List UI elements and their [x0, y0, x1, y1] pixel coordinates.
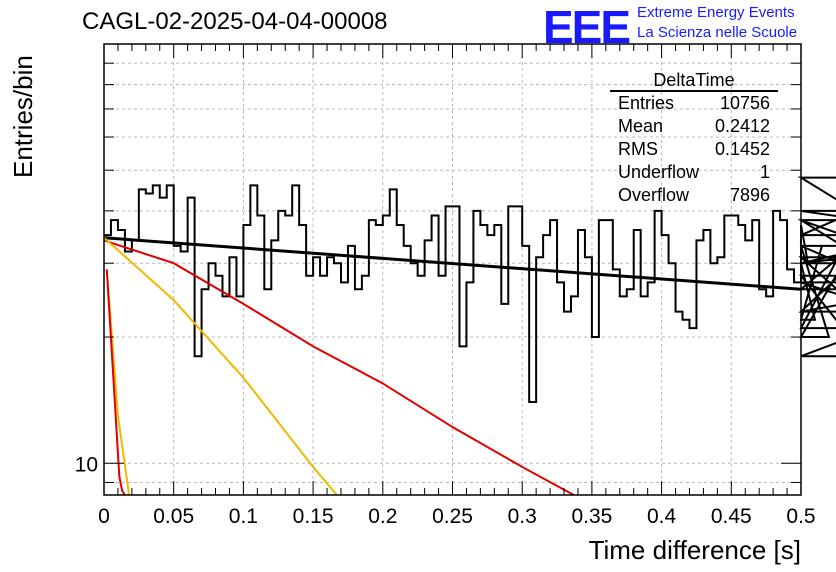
grid: [104, 44, 801, 495]
x-tick-label: 0.5: [786, 505, 815, 528]
x-tick-label: 0.1: [229, 505, 258, 528]
x-axis-label: Time difference [s]: [589, 535, 801, 565]
fit-curve-flat: [103, 236, 802, 291]
eee-logo: EEE: [543, 1, 631, 53]
x-tick-label: 0.4: [647, 505, 677, 528]
logo-line-1: Extreme Energy Events: [637, 4, 795, 21]
x-tick-label: 0.35: [571, 505, 612, 528]
chart-title: CAGL-02-2025-04-04-00008: [82, 8, 388, 35]
fit-curves: [103, 236, 802, 496]
stats-value: 10756: [719, 93, 770, 113]
y-axis-label: Entries/bin: [8, 55, 38, 178]
stats-label: Entries: [618, 93, 675, 113]
x-tick-labels: 0 0.05 0.1 0.15 0.2 0.25 0.3 0.35 0.4 0.45 0.5: [98, 505, 815, 528]
stats-title: DeltaTime: [610, 70, 778, 92]
x-tick-label: 0.3: [508, 505, 537, 528]
stats-value: 0.2412: [714, 116, 770, 136]
stats-box: DeltaTime Entries 10756 Mean 0.2412 RMS …: [610, 70, 778, 207]
x-tick-label: 0: [98, 505, 110, 528]
stats-label: Underflow: [618, 162, 700, 182]
logo-line-2: La Scienza nelle Scuole: [637, 24, 798, 41]
axis-ticks: [103, 43, 802, 495]
x-tick-label: 0.2: [368, 505, 397, 528]
stats-row-rms: RMS 0.1452: [610, 138, 778, 161]
fit-curve-exp: [103, 239, 575, 496]
stats-row-overflow: Overflow 7896: [610, 184, 778, 207]
stats-row-entries: Entries 10756: [610, 92, 778, 115]
x-tick-label: 0.05: [153, 505, 194, 528]
fit-curve-exp: [105, 269, 126, 496]
x-tick-label: 0.15: [293, 505, 334, 528]
x-tick-label: 0.45: [711, 505, 752, 528]
fit-curve-exp: [103, 237, 338, 496]
x-tick-label: 0.25: [432, 505, 473, 528]
stats-value: 1: [759, 162, 770, 182]
stats-row-mean: Mean 0.2412: [610, 115, 778, 138]
stats-label: Mean: [618, 116, 664, 136]
stats-value: 7896: [729, 185, 770, 205]
stats-label: RMS: [618, 139, 658, 159]
y-tick-label: 10: [75, 453, 98, 476]
y-tick-labels: 10: [75, 453, 98, 476]
stats-label: Overflow: [618, 185, 690, 205]
stats-row-underflow: Underflow 1: [610, 161, 778, 184]
stats-value: 0.1452: [714, 139, 770, 159]
